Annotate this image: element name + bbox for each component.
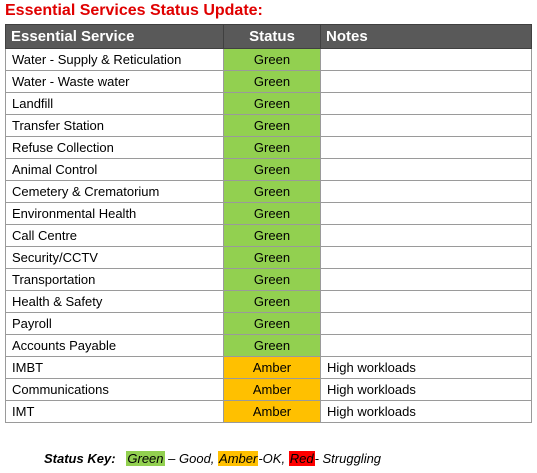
- status-cell: Green: [223, 114, 321, 137]
- notes-cell: [320, 48, 532, 71]
- table-header-row: Essential Service Status Notes: [5, 24, 532, 49]
- status-cell: Green: [223, 246, 321, 269]
- notes-cell: [320, 290, 532, 313]
- service-name-cell: Cemetery & Crematorium: [5, 180, 224, 203]
- service-name-cell: Call Centre: [5, 224, 224, 247]
- service-name-cell: Transportation: [5, 268, 224, 291]
- table-row: Environmental Health Green: [5, 202, 532, 225]
- table-row: Water - Supply & Reticulation Green: [5, 48, 532, 71]
- service-name-cell: Health & Safety: [5, 290, 224, 313]
- table-row: Call Centre Green: [5, 224, 532, 247]
- table-row: Security/CCTV Green: [5, 246, 532, 269]
- table-row: Transportation Green: [5, 268, 532, 291]
- service-name-cell: Transfer Station: [5, 114, 224, 137]
- column-header-notes: Notes: [320, 24, 532, 49]
- notes-cell: [320, 268, 532, 291]
- notes-cell: [320, 224, 532, 247]
- status-cell: Green: [223, 312, 321, 335]
- service-name-cell: Landfill: [5, 92, 224, 115]
- status-key-green-desc: – Good,: [168, 451, 215, 466]
- service-name-cell: Accounts Payable: [5, 334, 224, 357]
- status-key-amber-swatch: Amber: [218, 451, 259, 466]
- status-cell: Green: [223, 70, 321, 93]
- status-key-amber-desc: -OK,: [258, 451, 286, 466]
- table-row: Landfill Green: [5, 92, 532, 115]
- service-name-cell: Refuse Collection: [5, 136, 224, 159]
- table-row: Animal Control Green: [5, 158, 532, 181]
- status-key-red-swatch: Red: [288, 451, 315, 466]
- status-cell: Green: [223, 290, 321, 313]
- status-cell: Amber: [223, 356, 321, 379]
- table-row: Water - Waste water Green: [5, 70, 532, 93]
- notes-cell: [320, 312, 532, 335]
- status-key: Status Key: Green – Good, Amber-OK, Red-…: [44, 449, 381, 469]
- column-header-service: Essential Service: [5, 24, 224, 49]
- status-table: Essential Service Status Notes Water - S…: [5, 24, 532, 423]
- notes-cell: [320, 202, 532, 225]
- notes-cell: High workloads: [320, 356, 532, 379]
- notes-cell: [320, 136, 532, 159]
- service-name-cell: Communications: [5, 378, 224, 401]
- page-title: Essential Services Status Update:: [5, 2, 263, 19]
- service-name-cell: Water - Waste water: [5, 70, 224, 93]
- table-row: Health & Safety Green: [5, 290, 532, 313]
- status-cell: Green: [223, 136, 321, 159]
- notes-cell: High workloads: [320, 378, 532, 401]
- table-row: IMBT Amber High workloads: [5, 356, 532, 379]
- service-name-cell: IMT: [5, 400, 224, 423]
- notes-cell: [320, 334, 532, 357]
- status-cell: Amber: [223, 378, 321, 401]
- table-row: Transfer Station Green: [5, 114, 532, 137]
- table-body: Water - Supply & Reticulation Green Water …: [5, 48, 532, 423]
- status-key-green-swatch: Green: [126, 451, 165, 466]
- service-name-cell: Security/CCTV: [5, 246, 224, 269]
- table-row: Payroll Green: [5, 312, 532, 335]
- notes-cell: [320, 180, 532, 203]
- status-cell: Green: [223, 224, 321, 247]
- status-cell: Green: [223, 48, 321, 71]
- status-cell: Green: [223, 334, 321, 357]
- status-cell: Green: [223, 202, 321, 225]
- notes-cell: [320, 114, 532, 137]
- status-key-label: Status Key:: [44, 451, 116, 466]
- notes-cell: [320, 92, 532, 115]
- table-row: IMT Amber High workloads: [5, 400, 532, 423]
- notes-cell: High workloads: [320, 400, 532, 423]
- notes-cell: [320, 70, 532, 93]
- notes-cell: [320, 246, 532, 269]
- service-name-cell: Animal Control: [5, 158, 224, 181]
- status-cell: Green: [223, 158, 321, 181]
- table-row: Refuse Collection Green: [5, 136, 532, 159]
- status-cell: Amber: [223, 400, 321, 423]
- status-cell: Green: [223, 268, 321, 291]
- column-header-status: Status: [223, 24, 321, 49]
- table-row: Accounts Payable Green: [5, 334, 532, 357]
- status-cell: Green: [223, 92, 321, 115]
- notes-cell: [320, 158, 532, 181]
- service-name-cell: Water - Supply & Reticulation: [5, 48, 224, 71]
- table-row: Cemetery & Crematorium Green: [5, 180, 532, 203]
- table-row: Communications Amber High workloads: [5, 378, 532, 401]
- service-name-cell: Payroll: [5, 312, 224, 335]
- service-name-cell: IMBT: [5, 356, 224, 379]
- status-cell: Green: [223, 180, 321, 203]
- service-name-cell: Environmental Health: [5, 202, 224, 225]
- status-key-red-desc: - Struggling: [314, 451, 382, 466]
